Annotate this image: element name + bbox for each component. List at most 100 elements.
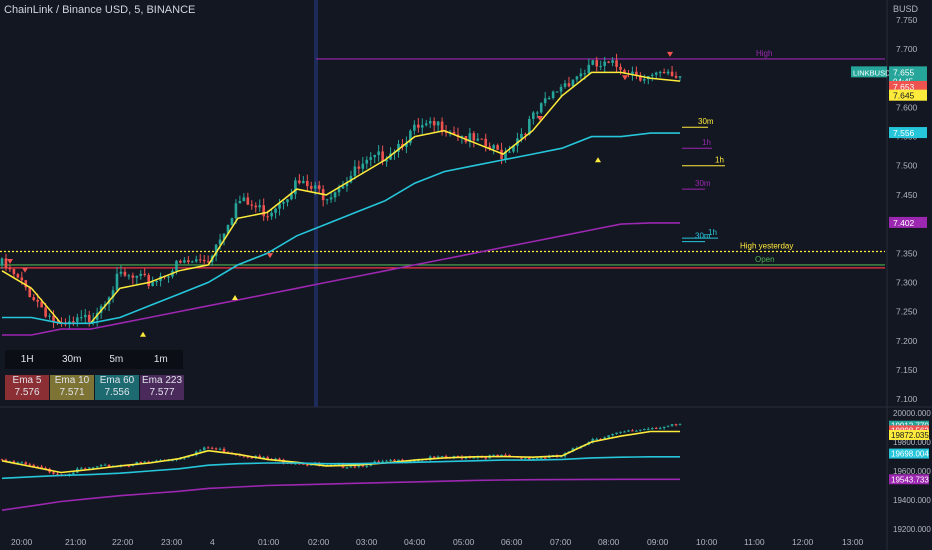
candle-body [484, 138, 488, 147]
candle-body [413, 124, 416, 131]
candle-body [543, 98, 547, 104]
lower-candle-body [666, 425, 670, 427]
lower-candle-body [440, 456, 444, 458]
timeframe-30m[interactable]: 30m [49, 350, 95, 369]
lower-candle-body [302, 463, 305, 465]
lower-candle-body [294, 463, 297, 465]
candle-body [254, 205, 258, 208]
lower-candle-body [274, 458, 277, 460]
price-tick-label: 7.250 [896, 307, 918, 317]
candle-body [440, 121, 444, 132]
symbol-title: ChainLink / Binance USD, 5, BINANCE [4, 4, 196, 16]
timeframe-1h[interactable]: 1H [5, 350, 50, 369]
candle-body [175, 260, 178, 271]
lower-candle-body [381, 461, 384, 463]
candle-body [563, 83, 567, 87]
candle-body [155, 280, 158, 283]
lower-candle-body [87, 467, 91, 469]
price-tick-label: 7.200 [896, 336, 918, 346]
candle-body [559, 86, 563, 92]
lower-candle-body [397, 459, 400, 461]
lower-candle-body [222, 448, 226, 453]
lower-candle-body [389, 459, 392, 461]
signal-marker-down [622, 75, 628, 81]
lower-candle-body [678, 424, 682, 426]
candle-body [361, 163, 365, 169]
lower-candle-body [99, 465, 103, 467]
currency-label: BUSD [893, 4, 919, 14]
candle-body [607, 61, 610, 63]
candle-body [373, 155, 377, 158]
ema-223-name: Ema 223 [141, 375, 183, 386]
candle-body [325, 199, 329, 201]
lower-candle-body [456, 455, 460, 457]
ema-line-ema-223 [2, 222, 680, 336]
timeframe-5m[interactable]: 5m [94, 350, 139, 369]
candle-body [4, 258, 8, 269]
lower-candle-body [202, 447, 206, 451]
lower-candle-body [670, 424, 674, 426]
lower-candle-body [0, 459, 4, 461]
lower-candle-body [143, 461, 147, 463]
candle-body [230, 218, 234, 226]
ema-line-ema-60 [2, 132, 680, 325]
candle-body [417, 124, 420, 128]
ema-60-name: Ema 60 [99, 375, 135, 386]
candle-body [500, 149, 503, 159]
lower-candle-body [436, 456, 440, 458]
candle-body [349, 175, 353, 183]
candle-body [567, 83, 571, 87]
ema-5-name: Ema 5 [12, 375, 42, 386]
candle-body [674, 75, 678, 78]
lower-candle-body [373, 461, 377, 463]
level-label-0: High [756, 49, 772, 58]
candle-body [365, 159, 369, 164]
ema-5-value: 7.576 [14, 387, 40, 398]
time-tick-label: 4 [210, 537, 215, 547]
lower-candle-body [72, 472, 75, 474]
candle-body [678, 76, 682, 78]
lower-candle-body [611, 433, 614, 436]
candle-body [428, 121, 432, 124]
timeframe-1m[interactable]: 1m [138, 350, 183, 369]
ema-5-box: Ema 5 7.576 [5, 375, 49, 400]
candle-body [202, 259, 206, 262]
lower-tag-bg [889, 448, 929, 459]
lower-candle-body [508, 454, 511, 457]
price-tick-label: 7.450 [896, 190, 918, 200]
time-tick-label: 04:00 [404, 537, 426, 547]
candle-body [313, 185, 317, 189]
candle-body [520, 133, 523, 139]
signal-marker-up [595, 157, 601, 163]
lower-candle-body [147, 461, 151, 463]
lower-candle-body [40, 466, 43, 469]
lower-candle-body [28, 464, 32, 466]
candle-body [650, 74, 654, 77]
lower-candle-body [500, 454, 503, 457]
candle-body [135, 275, 139, 278]
candle-body [583, 73, 587, 75]
candle-body [639, 75, 642, 81]
lower-candle-body [24, 462, 28, 465]
tf-level-label-1: 1h [702, 138, 711, 147]
candle-body [333, 192, 337, 198]
lower-candle-body [658, 428, 662, 430]
candle-body [309, 186, 313, 189]
price-tag-bg [889, 89, 927, 101]
lower-candle-body [95, 466, 99, 468]
lower-tick-label: 20000.000 [893, 409, 931, 418]
candle-body [353, 166, 357, 176]
candle-body [111, 290, 115, 298]
candle-body [595, 60, 599, 67]
candle-body [476, 138, 480, 141]
candle-body [214, 244, 218, 256]
lower-tag-value: 19543.733 [891, 475, 929, 484]
lower-candle-body [627, 430, 630, 432]
time-tick-label: 22:00 [112, 537, 134, 547]
candle-body [8, 268, 12, 270]
signal-marker-up [140, 331, 146, 337]
ema-10-name: Ema 10 [54, 375, 90, 386]
lower-candle-body [432, 456, 436, 458]
